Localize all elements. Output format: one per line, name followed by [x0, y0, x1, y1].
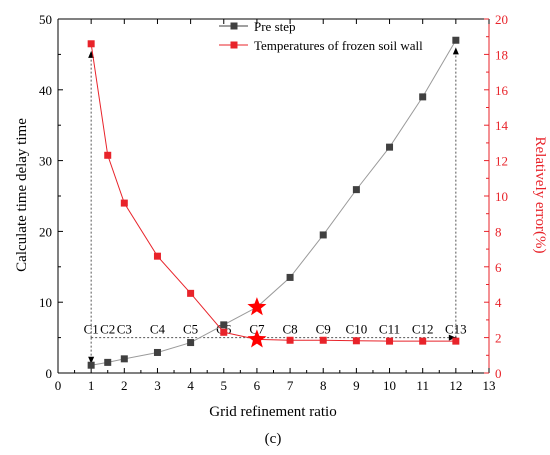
grid-label: C8 [282, 322, 297, 337]
x-tick-label: 3 [154, 378, 161, 393]
data-point-pre-step [120, 355, 128, 363]
y-axis-label-right: Relatively error(%) [532, 136, 548, 253]
grid-label: C10 [346, 322, 368, 337]
grid-label: C9 [316, 322, 331, 337]
y-axis-label-left: Calculate time delay time [14, 118, 30, 272]
x-tick-label: 8 [320, 378, 327, 393]
grid-label: C3 [117, 322, 132, 337]
x-tick-label: 10 [383, 378, 396, 393]
y-right-tick-label: 18 [495, 47, 508, 62]
x-tick-label: 9 [353, 378, 360, 393]
y-right-tick-label: 8 [495, 224, 502, 239]
legend: Pre step Temperatures of frozen soil wal… [219, 19, 423, 53]
x-tick-label: 4 [187, 378, 194, 393]
y-right-tick-label: 2 [495, 331, 502, 346]
x-tick-label: 13 [483, 378, 496, 393]
grid-label: C2 [100, 322, 115, 337]
data-point-frozen-soil [120, 199, 128, 207]
data-point-frozen-soil [187, 289, 195, 297]
data-point-frozen-soil [153, 252, 161, 260]
y-right-tick-label: 0 [495, 366, 502, 381]
data-point-pre-step [153, 348, 161, 356]
x-tick-label: 7 [287, 378, 294, 393]
y-left-tick-label: 20 [39, 224, 52, 239]
data-point-pre-step [286, 273, 294, 281]
y-right-tick-label: 12 [495, 154, 508, 169]
x-tick-label: 2 [121, 378, 128, 393]
data-point-pre-step [187, 339, 195, 347]
y-right-tick-label: 10 [495, 189, 508, 204]
guide-arrowhead [88, 356, 95, 364]
x-axis-label: Grid refinement ratio [209, 404, 336, 420]
legend-marker-pre-step [230, 22, 238, 30]
data-point-pre-step [452, 36, 460, 44]
y-right-tick-label: 4 [495, 295, 502, 310]
y-right-tick-label: 6 [495, 260, 502, 275]
data-point-pre-step [419, 93, 427, 101]
grid-label: C4 [150, 322, 166, 337]
figure-caption: (c) [265, 431, 282, 447]
legend-label-frozen-soil: Temperatures of frozen soil wall [254, 38, 423, 53]
data-point-frozen-soil [419, 337, 427, 345]
grid-label-arrowhead [448, 334, 456, 341]
y-left-tick-label: 50 [39, 12, 52, 27]
data-point-frozen-soil [452, 337, 460, 345]
data-point-pre-step [104, 358, 112, 366]
x-tick-label: 1 [88, 378, 95, 393]
x-tick-label: 0 [55, 378, 62, 393]
y-left-tick-label: 0 [46, 366, 53, 381]
grid-label: C7 [249, 322, 265, 337]
x-tick-label: 6 [254, 378, 261, 393]
grid-label: C12 [412, 322, 434, 337]
data-point-frozen-soil [319, 336, 327, 344]
data-point-pre-step [386, 143, 394, 151]
grid-label: C5 [183, 322, 198, 337]
y-right-tick-label: 16 [495, 83, 509, 98]
annotations: C1C2C3C4C5C6C7C8C9C10C11C12C13 [84, 47, 467, 364]
x-tick-label: 12 [449, 378, 462, 393]
axes: 0 1 2 3 4 5 6 7 8 9 10 11 12 130102030405002468101214… [39, 12, 509, 393]
guide-arrowhead [452, 47, 459, 55]
data-point-frozen-soil [87, 40, 95, 48]
series-line-frozen-soil [90, 43, 456, 342]
series-line-pre-step [91, 39, 457, 366]
data-point-frozen-soil [286, 336, 294, 344]
x-tick-label: 11 [416, 378, 429, 393]
y-left-tick-label: 10 [39, 295, 52, 310]
data-point-pre-step [352, 186, 360, 194]
legend-marker-frozen-soil [230, 41, 238, 49]
y-right-tick-label: 14 [495, 118, 509, 133]
data-point-pre-step [87, 361, 95, 369]
data-point-frozen-soil [220, 328, 228, 336]
highlight-star [247, 297, 267, 316]
legend-label-pre-step: Pre step [254, 19, 296, 34]
data-point-frozen-soil [386, 337, 394, 345]
grid-label: C11 [379, 322, 400, 337]
y-right-tick-label: 20 [495, 12, 508, 27]
highlight-star [247, 329, 267, 348]
y-left-tick-label: 40 [39, 83, 52, 98]
data-point-pre-step [220, 321, 228, 329]
series-layer [87, 36, 460, 369]
y-left-tick-label: 30 [39, 154, 52, 169]
x-tick-label: 5 [221, 378, 228, 393]
data-point-frozen-soil [352, 337, 360, 345]
data-point-frozen-soil [104, 151, 112, 159]
data-point-pre-step [319, 231, 327, 239]
